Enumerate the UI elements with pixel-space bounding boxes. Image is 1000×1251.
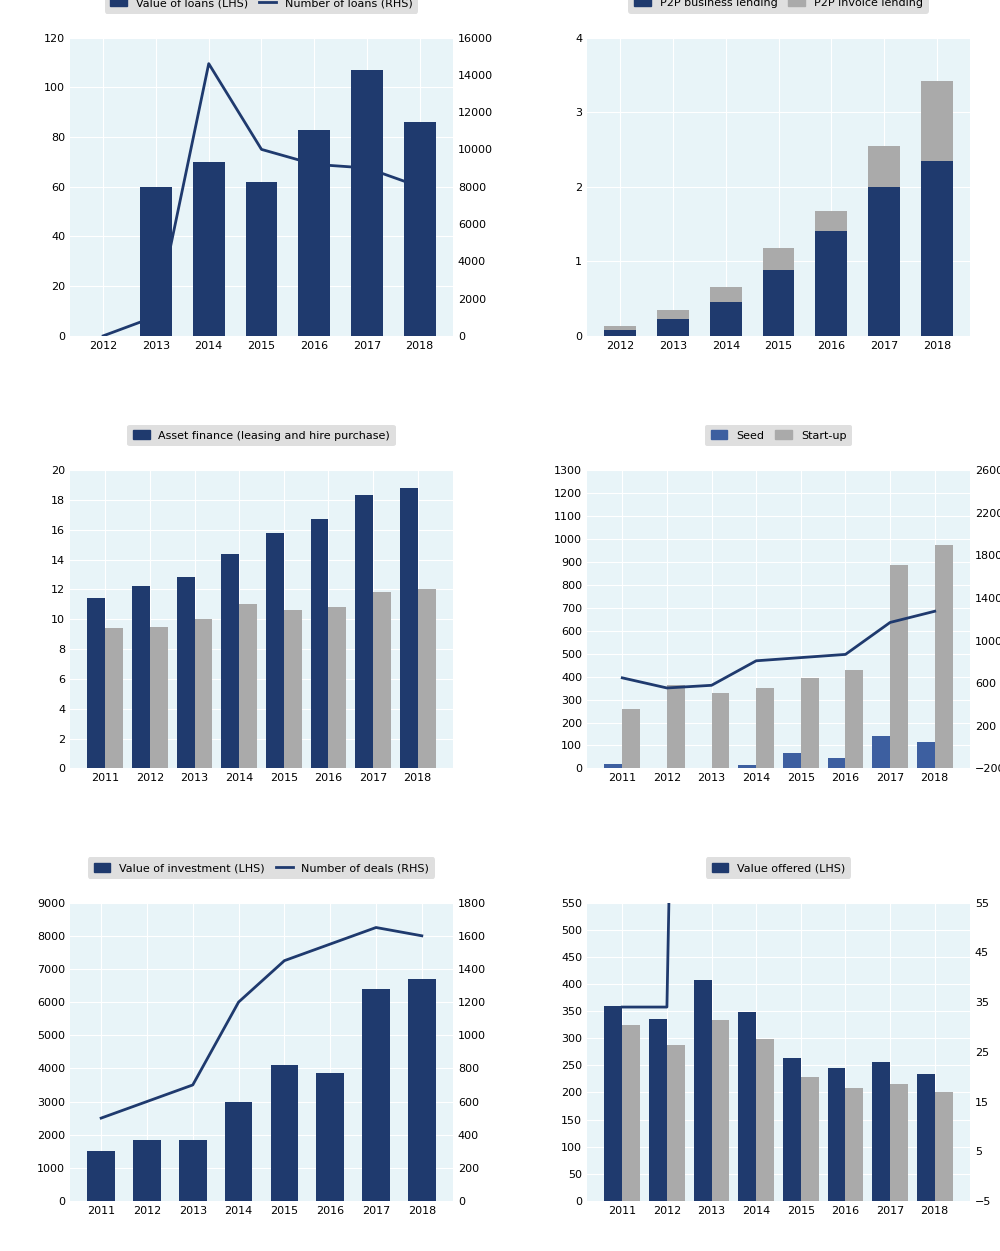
Bar [783,1058,801,1201]
Bar [404,123,436,335]
Bar [177,578,195,768]
Bar [271,1065,298,1201]
Bar [710,303,742,335]
Bar [604,330,636,335]
Bar [362,988,390,1201]
Bar [890,1083,908,1201]
Bar [694,980,712,1201]
Bar [266,533,284,768]
Bar [604,327,636,330]
Bar [373,593,391,768]
Bar [712,1020,729,1201]
Bar [246,181,277,335]
Bar [667,1046,685,1201]
Bar [738,764,756,768]
Bar [917,1075,935,1201]
Bar [132,587,150,768]
Bar [872,1062,890,1201]
Bar [133,1140,161,1201]
Bar [239,604,257,768]
Legend: Value of investment (LHS), Number of deals (RHS): Value of investment (LHS), Number of dea… [88,857,435,878]
Bar [140,186,172,335]
Bar [311,519,328,768]
Bar [756,688,774,768]
Legend: P2P business lending, P2P invoice lending: P2P business lending, P2P invoice lendin… [628,0,929,14]
Bar [604,1006,622,1201]
Bar [763,248,794,270]
Bar [105,628,123,768]
Bar [921,160,953,335]
Bar [710,288,742,303]
Bar [868,145,900,186]
Bar [408,978,436,1201]
Bar [828,758,845,768]
Bar [649,1018,667,1201]
Bar [150,627,168,768]
Bar [355,495,373,768]
Bar [801,678,819,768]
Legend: Asset finance (leasing and hire purchase): Asset finance (leasing and hire purchase… [127,425,396,447]
Bar [87,1151,115,1201]
Bar [622,709,640,768]
Bar [351,70,383,335]
Bar [890,565,908,768]
Bar [195,619,212,768]
Legend: Value offered (LHS): Value offered (LHS) [706,857,851,878]
Bar [921,81,953,160]
Legend: Seed, Start-up: Seed, Start-up [705,425,852,447]
Bar [872,737,890,768]
Bar [783,753,801,768]
Bar [815,211,847,231]
Bar [917,742,935,768]
Bar [712,693,729,768]
Bar [845,1087,863,1201]
Bar [935,1092,953,1201]
Bar [667,684,685,768]
Bar [87,598,105,768]
Bar [179,1140,207,1201]
Bar [298,130,330,335]
Bar [657,310,689,319]
Bar [225,1102,252,1201]
Bar [815,231,847,335]
Bar [828,1067,845,1201]
Bar [738,1012,756,1201]
Bar [845,669,863,768]
Bar [400,488,418,768]
Bar [657,319,689,335]
Bar [284,610,302,768]
Bar [193,161,225,335]
Bar [763,270,794,335]
Legend: Value of loans (LHS), Number of loans (RHS): Value of loans (LHS), Number of loans (R… [105,0,418,14]
Bar [316,1073,344,1201]
Bar [328,607,346,768]
Bar [935,544,953,768]
Bar [221,554,239,768]
Bar [604,764,622,768]
Bar [418,589,436,768]
Bar [622,1025,640,1201]
Bar [868,186,900,335]
Bar [801,1077,819,1201]
Bar [756,1040,774,1201]
